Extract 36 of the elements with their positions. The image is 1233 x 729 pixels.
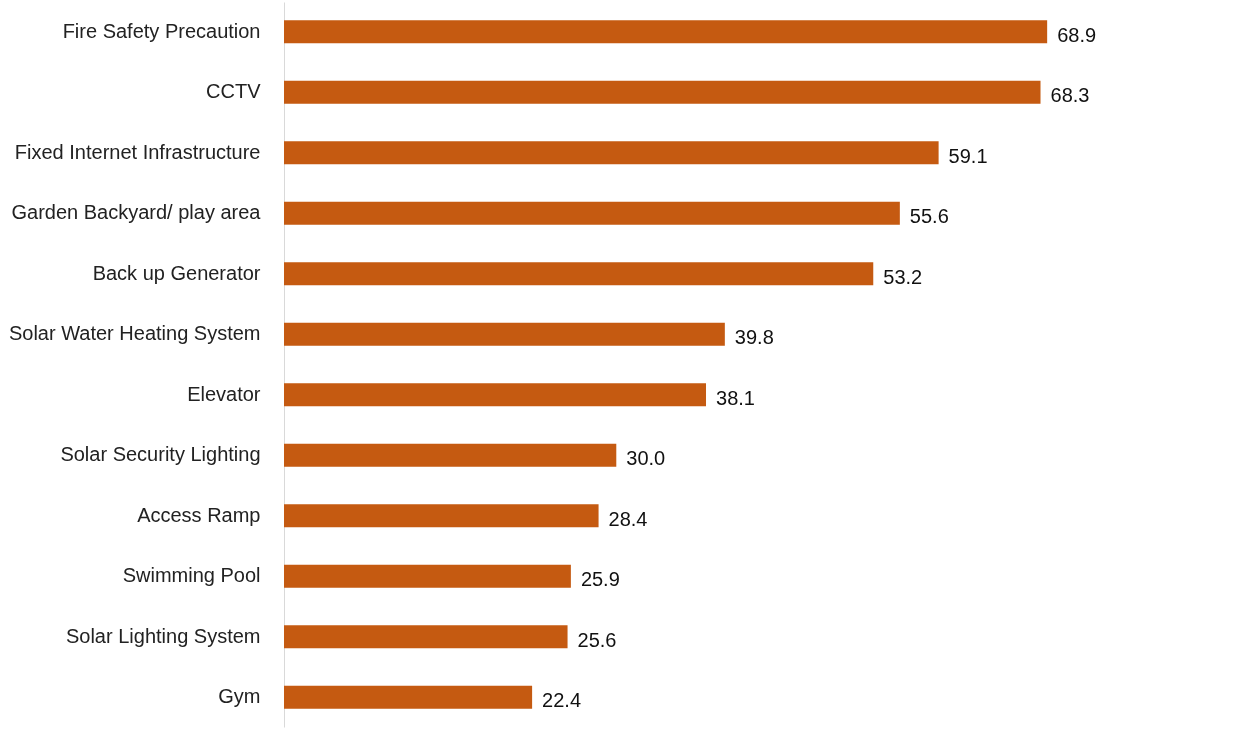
y-tick-label: Swimming Pool [122,564,261,587]
y-tick-label: Fire Safety Precaution [62,19,261,42]
y-tick-label: Elevator [187,382,261,405]
y-tick-label: Fixed Internet Infrastructure [14,140,261,163]
data-label: 53.2 [883,265,923,288]
y-tick-label: Solar Water Heating System [8,322,261,345]
bar [284,141,939,165]
bar [284,625,568,649]
y-tick-label: Solar Lighting System [65,624,261,647]
y-tick-label: CCTV [206,80,262,103]
bar [284,685,533,709]
bar [284,383,707,407]
y-tick-label: Gym [218,685,261,708]
bar [284,322,725,346]
y-tick-label: Garden Backyard/ play area [11,201,262,224]
bar [284,201,900,225]
data-label: 55.6 [909,205,949,228]
data-label: 28.4 [608,507,648,530]
data-label: 59.1 [948,144,988,167]
data-label: 68.3 [1050,84,1090,107]
data-label: 30.0 [626,447,666,470]
bar [284,262,874,286]
bar [284,564,571,588]
data-label: 38.1 [716,386,755,409]
bar [284,20,1048,44]
y-tick-label: Solar Security Lighting [60,443,261,466]
bar [284,80,1041,104]
bar [284,504,599,528]
data-label: 25.9 [580,568,620,591]
data-label: 25.6 [577,628,617,651]
y-tick-label: Access Ramp [137,503,261,526]
data-label: 39.8 [734,326,774,349]
bar [284,443,617,467]
data-label: 22.4 [542,689,582,712]
data-label: 68.9 [1057,23,1097,46]
y-tick-label: Back up Generator [92,261,261,284]
